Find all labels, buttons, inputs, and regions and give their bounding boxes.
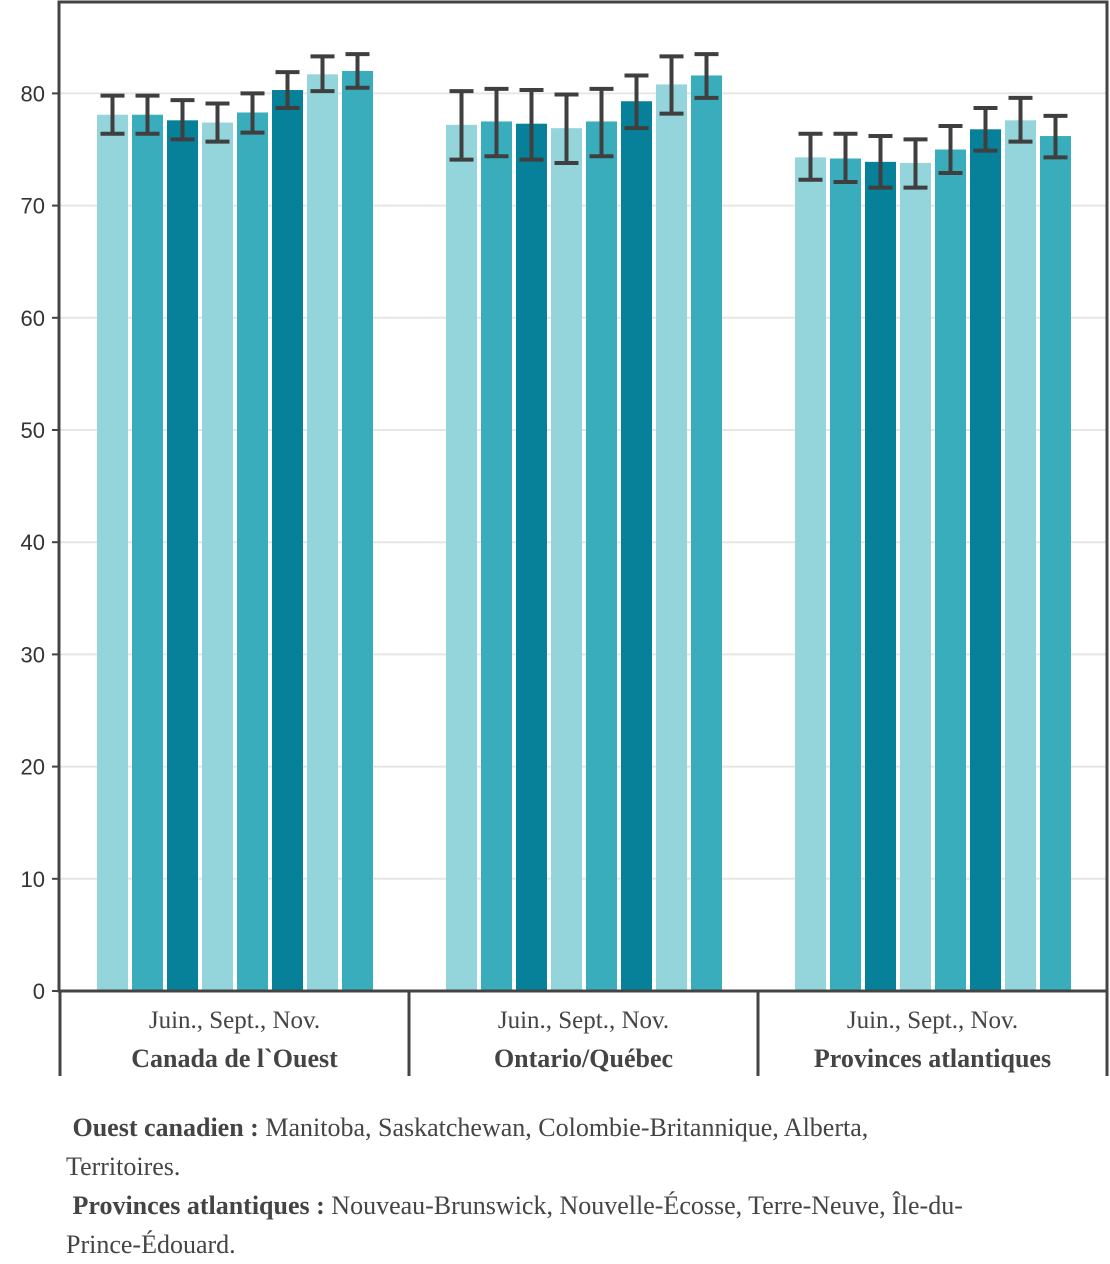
bar xyxy=(132,114,163,991)
error-bar xyxy=(275,70,300,110)
bar xyxy=(830,158,861,991)
error-bar xyxy=(519,88,544,162)
error-bar xyxy=(659,54,684,116)
error-bar xyxy=(240,91,265,135)
category-label: Ontario/Québec xyxy=(494,1044,673,1073)
error-bar xyxy=(624,73,649,131)
bar xyxy=(970,129,1001,991)
note-atlantic-text: Nouveau-Brunswick, Nouvelle-Écosse, Terr… xyxy=(66,1191,963,1259)
error-bar xyxy=(135,93,160,136)
bar xyxy=(446,124,477,992)
error-bar xyxy=(554,92,579,165)
error-bar xyxy=(868,134,893,190)
bar-chart: 0 10 20 30 40 50 60 70 80 Juin., Sept., Nov. Canad… xyxy=(21,0,1109,1076)
gridlines xyxy=(59,92,1107,880)
axis-labels: 0 10 20 30 40 50 60 70 80 Juin., Sept., Nov. Canad… xyxy=(21,81,1052,1073)
y-tick-label: 0 xyxy=(33,979,45,1004)
y-tick-label: 50 xyxy=(21,418,45,443)
category-sublabel: Juin., Sept., Nov. xyxy=(498,1007,669,1034)
note-west-label: Ouest canadien : xyxy=(72,1113,259,1142)
error-bar xyxy=(100,93,125,136)
category-label: Canada de l`Ouest xyxy=(131,1044,338,1073)
error-bar xyxy=(973,105,998,153)
bar xyxy=(865,161,896,992)
bar xyxy=(202,122,233,991)
bar xyxy=(795,157,826,991)
axes xyxy=(52,0,1109,1076)
error-bar xyxy=(170,98,195,142)
error-bar xyxy=(589,86,614,159)
note-atlantic-label: Provinces atlantiques : xyxy=(72,1191,325,1220)
error-bar xyxy=(449,89,474,162)
bar xyxy=(1005,120,1036,991)
bars xyxy=(97,70,1071,992)
error-bar xyxy=(1043,113,1068,160)
chart-notes: Ouest canadien : Manitoba, Saskatchewan,… xyxy=(66,1108,966,1264)
bar xyxy=(97,114,128,991)
bar xyxy=(516,123,547,992)
y-tick-label: 70 xyxy=(21,194,45,219)
bar xyxy=(342,70,373,991)
y-tick-label: 60 xyxy=(21,306,45,331)
note-atlantic: Provinces atlantiques : Nouveau-Brunswic… xyxy=(66,1186,966,1264)
error-bar xyxy=(310,54,335,94)
bar xyxy=(586,121,617,991)
error-bar xyxy=(484,86,509,159)
bar xyxy=(167,120,198,991)
bar xyxy=(691,75,722,991)
plot-frame xyxy=(57,0,1109,993)
error-bar xyxy=(205,101,230,144)
y-tick-label: 80 xyxy=(21,81,45,106)
bar xyxy=(272,90,303,991)
note-west: Ouest canadien : Manitoba, Saskatchewan,… xyxy=(66,1108,966,1186)
error-bar xyxy=(694,52,719,100)
category-sublabel: Juin., Sept., Nov. xyxy=(847,1007,1018,1034)
bar xyxy=(237,112,268,991)
bar xyxy=(621,101,652,991)
category-sublabel: Juin., Sept., Nov. xyxy=(149,1007,320,1034)
y-tick-label: 40 xyxy=(21,530,45,555)
error-bar xyxy=(345,52,370,90)
y-tick-label: 10 xyxy=(21,867,45,892)
y-tick-label: 30 xyxy=(21,642,45,667)
bar xyxy=(935,149,966,991)
y-tick-label: 20 xyxy=(21,755,45,780)
bar xyxy=(900,162,931,992)
bar xyxy=(307,74,338,992)
error-bars xyxy=(100,52,1068,190)
error-bar xyxy=(798,131,823,182)
bar xyxy=(656,84,687,991)
error-bar xyxy=(938,123,963,176)
error-bar xyxy=(1008,95,1033,144)
bar xyxy=(551,128,582,991)
error-bar xyxy=(903,137,928,190)
error-bar xyxy=(833,131,858,185)
category-label: Provinces atlantiques xyxy=(814,1044,1051,1073)
bar xyxy=(481,121,512,991)
note-west-text: Manitoba, Saskatchewan, Colombie-Britann… xyxy=(66,1113,869,1181)
bar xyxy=(1040,136,1071,991)
